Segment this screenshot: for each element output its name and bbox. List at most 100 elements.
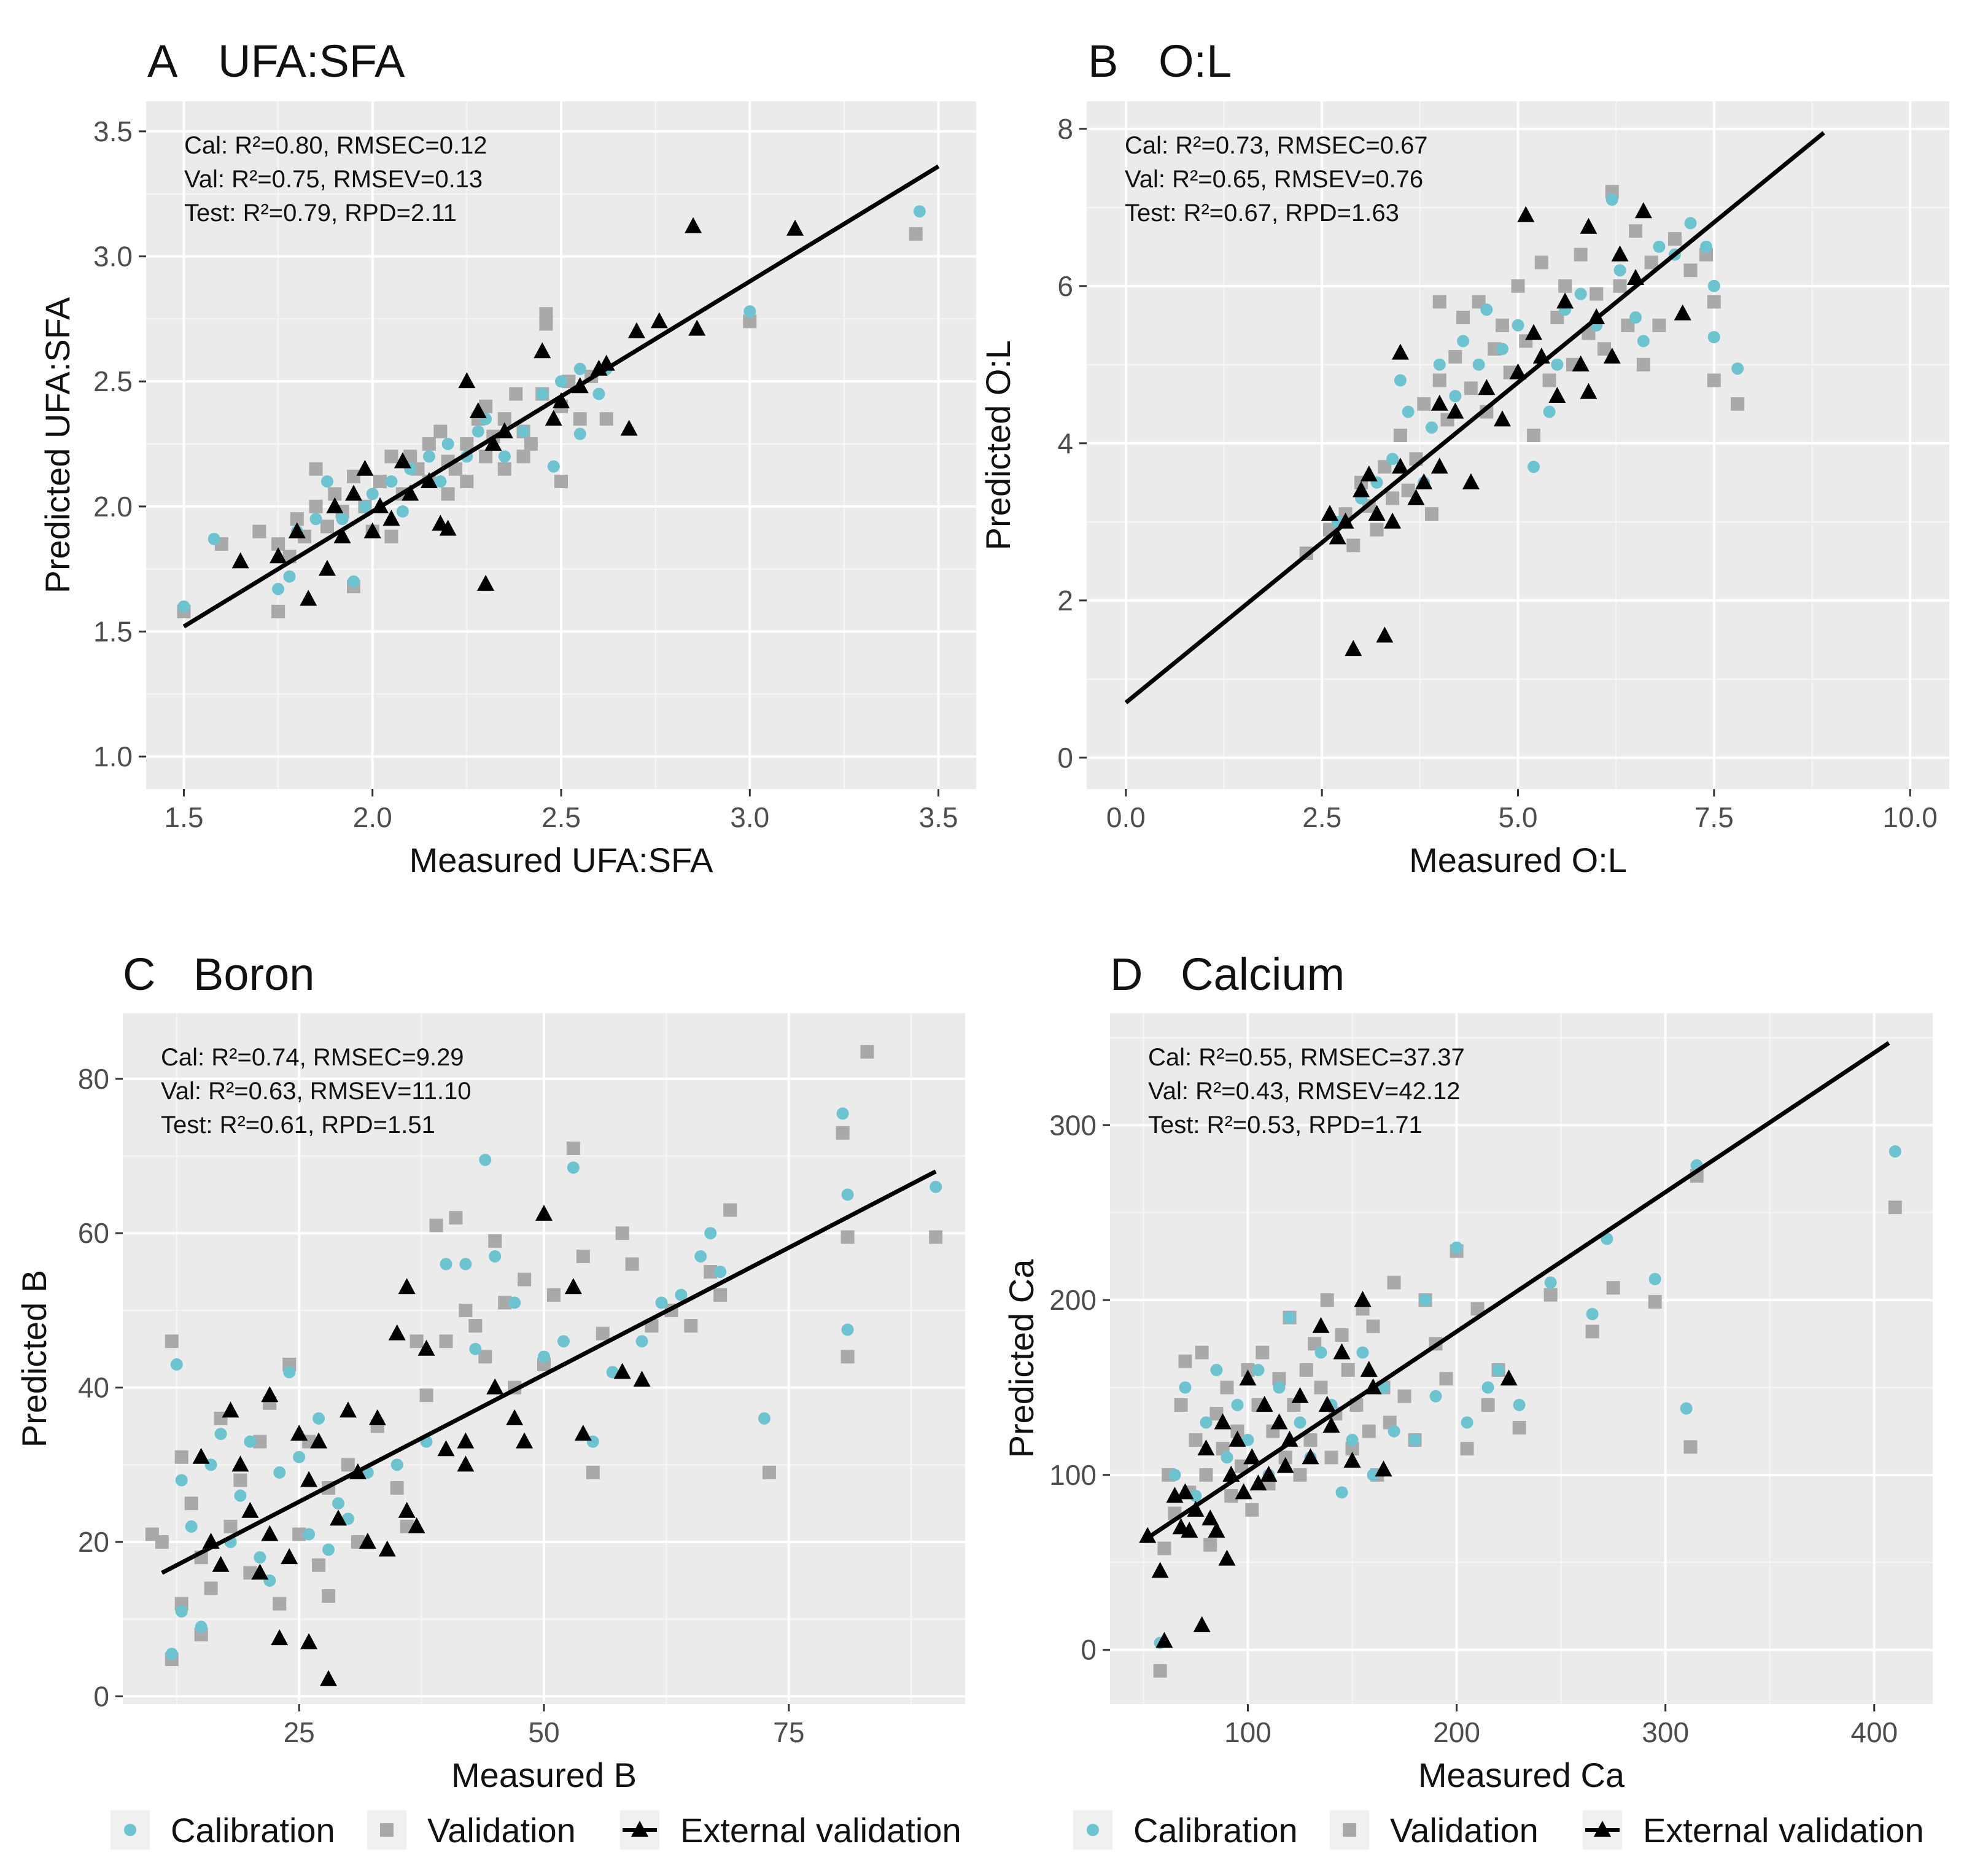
validation-point <box>449 1211 463 1225</box>
calibration-point <box>538 1350 550 1363</box>
external-validation-point <box>1214 1413 1232 1430</box>
legend-item-triangle: External validation <box>1583 1810 1924 1850</box>
validation-point <box>1652 318 1666 332</box>
external-validation-point <box>506 1409 524 1425</box>
validation-point <box>292 1527 306 1541</box>
calibration-point <box>177 600 190 613</box>
external-validation-point <box>1312 1317 1330 1333</box>
calibration-point <box>841 1323 854 1336</box>
calibration-point <box>573 362 586 375</box>
y-axis-title: Predicted O:L <box>979 340 1017 550</box>
validation-point <box>1341 1363 1355 1377</box>
external-validation-point <box>685 217 702 233</box>
calibration-point <box>592 387 605 400</box>
external-validation-point <box>1674 304 1691 321</box>
external-validation-point <box>1256 1395 1273 1412</box>
stats-line: Test: R²=0.61, RPD=1.51 <box>161 1111 435 1138</box>
external-validation-point <box>620 419 638 436</box>
legend-circle-icon <box>1087 1824 1099 1836</box>
validation-point <box>155 1535 169 1549</box>
validation-point <box>625 1257 639 1271</box>
external-validation-point <box>320 1670 338 1686</box>
external-validation-point <box>484 434 502 451</box>
external-validation-point <box>363 522 381 539</box>
external-validation-point <box>516 1432 534 1449</box>
calibration-point <box>1402 405 1415 418</box>
external-validation-point <box>300 1633 318 1649</box>
external-validation-point <box>786 219 804 236</box>
calibration-point <box>1653 240 1666 253</box>
calibration-point <box>234 1489 247 1502</box>
x-tick-label: 5.0 <box>1499 801 1538 833</box>
external-validation-point <box>1376 626 1394 643</box>
validation-point <box>704 1265 718 1279</box>
calibration-point <box>606 1366 619 1379</box>
external-validation-point <box>1345 640 1362 656</box>
x-tick-label: 400 <box>1850 1716 1898 1748</box>
validation-point <box>174 1450 188 1464</box>
external-validation-point <box>1193 1616 1211 1632</box>
external-validation-point <box>535 1204 553 1221</box>
validation-point <box>1511 279 1525 293</box>
validation-point <box>1224 1489 1238 1503</box>
calibration-point <box>1613 264 1626 277</box>
external-validation-point <box>388 1324 406 1341</box>
calibration-point <box>1252 1364 1265 1377</box>
validation-point <box>1303 1433 1318 1447</box>
validation-point <box>233 1473 247 1487</box>
external-validation-point <box>1634 202 1652 219</box>
validation-point <box>448 462 462 476</box>
validation-point <box>347 469 360 483</box>
external-validation-point <box>1139 1527 1157 1543</box>
external-validation-point <box>1478 379 1496 395</box>
external-validation-point <box>408 1517 425 1533</box>
validation-point <box>498 1296 512 1310</box>
external-validation-point <box>345 485 362 501</box>
external-validation-point <box>261 1386 279 1403</box>
external-validation-point <box>1556 292 1574 309</box>
validation-point <box>516 450 530 464</box>
validation-point <box>1189 1433 1203 1447</box>
data-points <box>145 1045 943 1686</box>
external-validation-point <box>368 1409 386 1425</box>
calibration-point <box>1231 1398 1244 1411</box>
external-validation-point <box>1354 1291 1372 1307</box>
y-tick-label: 8 <box>1057 113 1073 145</box>
y-tick-label: 0 <box>1081 1634 1097 1666</box>
calibration-point <box>675 1288 688 1301</box>
validation-point <box>1527 429 1541 442</box>
external-validation-point <box>1276 1457 1294 1473</box>
validation-point <box>1707 295 1721 309</box>
validation-point <box>253 1434 267 1449</box>
calibration-point <box>312 1412 325 1425</box>
validation-point <box>488 1234 502 1248</box>
external-validation-point <box>1151 1562 1169 1578</box>
calibration-point <box>536 387 549 400</box>
stats-line: Cal: R²=0.73, RMSEC=0.67 <box>1125 132 1428 159</box>
calibration-point <box>1481 1381 1494 1394</box>
validation-point <box>518 1272 532 1286</box>
stats-line: Val: R²=0.43, RMSEV=42.12 <box>1148 1078 1460 1105</box>
calibration-point <box>1629 311 1642 324</box>
external-validation-point <box>300 590 317 606</box>
chart-panel-c: 25 50 75 0 20 40 60 80 Cal: R²=0.74, RMSEC=9.29 V… <box>15 949 965 1794</box>
external-validation-point <box>356 459 374 476</box>
x-axis-title: Measured Ca <box>1418 1756 1625 1794</box>
calibration-point <box>1273 1381 1286 1394</box>
validation-point <box>1345 1442 1359 1456</box>
calibration-point <box>459 1258 472 1271</box>
validation-point <box>1387 1275 1401 1290</box>
external-validation-point <box>192 1447 210 1464</box>
y-tick-label: 3.0 <box>93 241 133 273</box>
y-axis-title: Predicted UFA:SFA <box>38 297 77 593</box>
external-validation-point <box>417 1339 435 1356</box>
calibration-point <box>1388 1425 1400 1438</box>
validation-point <box>429 1218 443 1232</box>
calibration-point <box>1586 1307 1599 1320</box>
validation-point <box>684 1319 698 1333</box>
validation-point <box>1425 507 1438 521</box>
validation-point <box>1888 1201 1902 1215</box>
validation-point <box>1299 1363 1313 1377</box>
validation-point <box>509 387 523 401</box>
